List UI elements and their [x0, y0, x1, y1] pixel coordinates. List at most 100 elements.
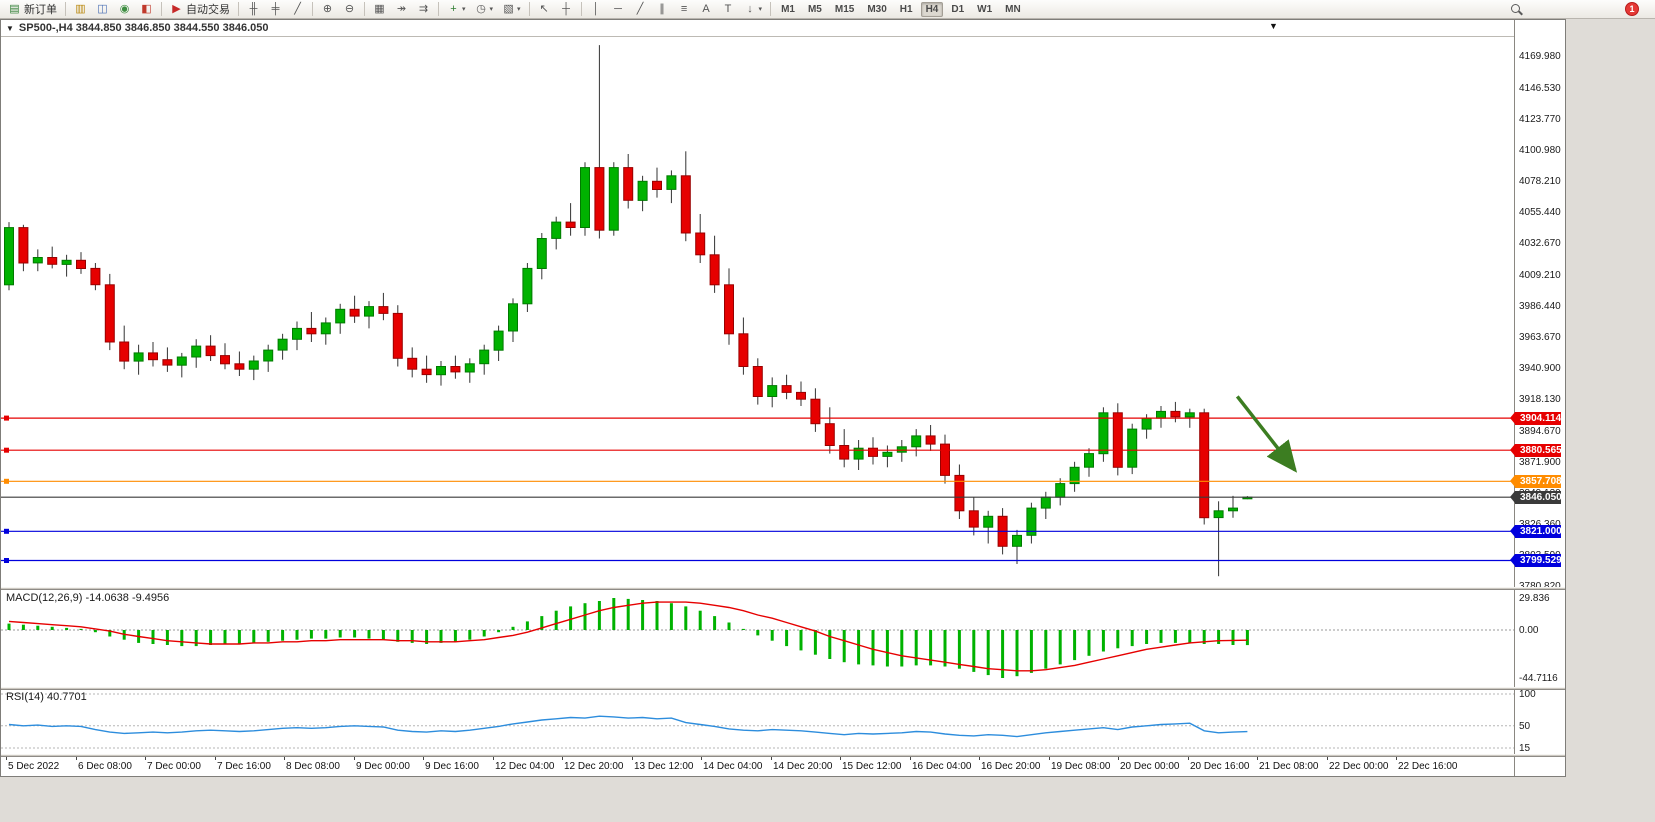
- annotation-arrow[interactable]: [1235, 395, 1298, 473]
- time-axis-label: 14 Dec 04:00: [703, 761, 763, 772]
- time-axis[interactable]: 5 Dec 2022 6 Dec 08:00 7 Dec 00:00 7 Dec 16…: [1, 757, 1514, 776]
- timeframe-button-h4[interactable]: H4: [920, 1, 944, 17]
- pane-separator[interactable]: [1, 687, 1565, 690]
- time-axis-tick: [1396, 757, 1397, 760]
- bullish-candle: [1055, 483, 1066, 498]
- timeframe-button-h1[interactable]: H1: [899, 3, 913, 15]
- time-axis-tick: [1118, 757, 1119, 760]
- time-axis-label: 22 Dec 00:00: [1329, 761, 1389, 772]
- templates-button[interactable]: ▧ ▾: [498, 0, 525, 19]
- time-axis-tick: [493, 757, 494, 760]
- channel-button[interactable]: ∥: [652, 0, 673, 19]
- bullish-candle: [666, 175, 677, 190]
- bullish-candle: [133, 352, 144, 362]
- tile-windows-button[interactable]: ▦: [369, 0, 390, 19]
- rsi-axis-label: 100: [1519, 689, 1536, 700]
- price-axis-label: 4169.980: [1519, 51, 1561, 62]
- time-axis-tick: [562, 757, 563, 760]
- text-label-icon: T: [724, 2, 732, 15]
- text-label-button[interactable]: T: [718, 0, 739, 19]
- periods-button[interactable]: ◷ ▾: [471, 0, 498, 19]
- macd-pane[interactable]: [1, 590, 1514, 687]
- chart-shift-button[interactable]: ⇉: [413, 0, 434, 19]
- macd-label: MACD(12,26,9) -14.0638 -9.4956: [6, 592, 170, 604]
- timeframe-button-d1[interactable]: D1: [951, 3, 965, 15]
- time-axis-label: 16 Dec 20:00: [981, 761, 1041, 772]
- bearish-candle: [220, 355, 230, 365]
- horizontal-line-button[interactable]: ─: [608, 0, 629, 19]
- resistance-line-1-anchor[interactable]: [4, 415, 9, 421]
- time-axis-tick: [6, 757, 7, 760]
- bullish-candle: [580, 167, 590, 229]
- charts-window-button[interactable]: ▥: [70, 0, 91, 19]
- autotrading-button[interactable]: ▶ 自动交易: [166, 0, 234, 19]
- time-axis-tick: [910, 757, 911, 760]
- chart-menu-chevron-icon[interactable]: ▼: [1269, 21, 1278, 31]
- alerts-button[interactable]: ◉: [114, 0, 135, 19]
- time-axis-label: 19 Dec 08:00: [1051, 761, 1111, 772]
- chart-bars-button[interactable]: ╫: [243, 0, 264, 19]
- timeframe-button-mn[interactable]: MN: [1005, 3, 1021, 15]
- macd-axis-label: -44.7116: [1519, 673, 1558, 684]
- timeframe-button-w1[interactable]: W1: [977, 3, 993, 15]
- toolbar-separator: [580, 2, 582, 16]
- search-icon[interactable]: [1510, 3, 1523, 16]
- time-axis-label: 7 Dec 16:00: [217, 761, 271, 772]
- bearish-candle: [565, 221, 576, 229]
- bullish-candle: [263, 349, 274, 362]
- cursor-icon: ↖: [539, 2, 549, 15]
- timeframe-button-m5[interactable]: M5: [807, 3, 822, 15]
- bullish-candle: [320, 322, 331, 335]
- profiles-button[interactable]: ◫: [92, 0, 113, 19]
- new-order-button[interactable]: ▤ 新订单: [4, 0, 61, 19]
- vertical-line-button[interactable]: │: [586, 0, 607, 19]
- support-line-1-anchor[interactable]: [4, 528, 9, 534]
- crosshair-button[interactable]: ┼: [556, 0, 577, 19]
- main-price-chart[interactable]: [1, 20, 1514, 587]
- time-axis-tick: [1257, 757, 1258, 760]
- fibonacci-button[interactable]: ≡: [674, 0, 695, 19]
- chart-candles-button[interactable]: ╪: [265, 0, 286, 19]
- bearish-candle: [407, 357, 418, 370]
- collapse-triangle-icon[interactable]: ▼: [6, 23, 14, 33]
- zoom-in-button[interactable]: ⊕: [317, 0, 338, 19]
- price-axis-label: 4009.210: [1519, 270, 1561, 281]
- equidistant-channel-icon: ∥: [659, 2, 665, 15]
- bullish-candle: [1012, 534, 1022, 547]
- bullish-candle: [479, 349, 490, 365]
- timeframe-button-m30[interactable]: M30: [867, 3, 887, 15]
- time-axis-label: 6 Dec 08:00: [78, 761, 132, 772]
- bearish-candle: [162, 359, 173, 366]
- support-line-1-price-tag: 3821.000: [1510, 525, 1562, 538]
- support-line-2-anchor[interactable]: [4, 558, 9, 563]
- resistance-line-2-anchor[interactable]: [4, 447, 9, 453]
- text-button[interactable]: A: [696, 0, 717, 19]
- auto-scroll-button[interactable]: ↠: [391, 0, 412, 19]
- bearish-candle: [796, 391, 806, 400]
- arrows-button[interactable]: ↓ ▾: [740, 0, 767, 19]
- zoom-out-button[interactable]: ⊖: [339, 0, 360, 19]
- cursor-button[interactable]: ↖: [534, 0, 555, 19]
- metaeditor-button[interactable]: ◧: [136, 0, 157, 19]
- time-axis-label: 13 Dec 12:00: [634, 761, 694, 772]
- price-axis-label: 3871.900: [1519, 457, 1561, 468]
- pivot-line-anchor[interactable]: [4, 478, 9, 484]
- time-axis-tick: [284, 757, 285, 760]
- timeframe-button-m1[interactable]: M1: [781, 3, 795, 15]
- price-axis-label: 4078.210: [1519, 176, 1561, 187]
- timeframe-button-m15[interactable]: M15: [834, 3, 855, 15]
- indicators-button[interactable]: + ▾: [443, 0, 470, 19]
- chart-title: SP500-,H4 3844.850 3846.850 3844.550 384…: [18, 22, 269, 34]
- price-axis-label: 3918.130: [1519, 394, 1561, 405]
- bearish-candle: [148, 352, 158, 361]
- pane-separator[interactable]: [1, 587, 1565, 590]
- notification-badge[interactable]: 1: [1625, 2, 1639, 16]
- price-axis[interactable]: 4169.980 4146.530 4123.770 4100.980 4078.210…: [1510, 20, 1565, 776]
- bearish-candle: [594, 167, 605, 231]
- rsi-pane[interactable]: [1, 690, 1514, 754]
- pane-separator[interactable]: [1, 754, 1565, 757]
- trendline-button[interactable]: ╱: [630, 0, 651, 19]
- chart-line-button[interactable]: ╱: [287, 0, 308, 19]
- auto-scroll-icon: ↠: [396, 2, 407, 15]
- time-axis-tick: [1049, 757, 1050, 760]
